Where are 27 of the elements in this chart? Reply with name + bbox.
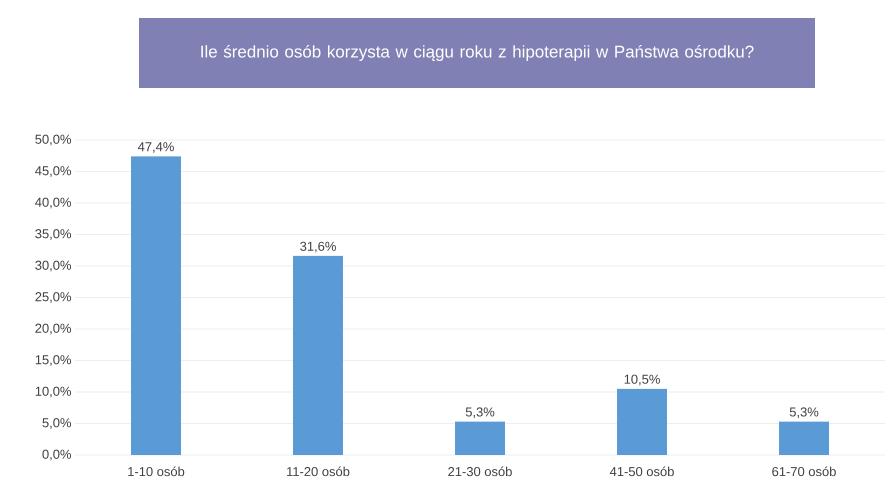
y-tick-label: 50,0% (35, 134, 72, 146)
y-tick-label: 20,0% (35, 324, 72, 334)
data-label: 10,5% (624, 374, 660, 386)
y-tick-label: 35,0% (35, 229, 72, 240)
bar (293, 256, 344, 455)
data-label: 5,3% (790, 407, 818, 418)
y-tick-label: 5,0% (42, 418, 72, 429)
bar (131, 156, 181, 455)
y-tick-label: 30,0% (35, 260, 72, 272)
x-tick-label: 41-50 osób (610, 466, 674, 476)
x-tick-label: 61-70 osób (772, 466, 836, 476)
bar (617, 388, 668, 455)
data-label: 47,4% (138, 142, 174, 153)
y-tick-label: 45,0% (35, 166, 72, 177)
data-label: 31,6% (300, 242, 336, 252)
y-tick-label: 0,0% (42, 450, 72, 460)
bar (779, 422, 830, 455)
x-tick-label: 1-10 osób (128, 466, 184, 476)
y-tick-label: 25,0% (35, 292, 72, 303)
y-tick-label: 10,0% (36, 386, 72, 398)
x-tick-label: 11-20 osób (287, 466, 350, 476)
x-tick-label: 21-30 osób (448, 466, 512, 476)
y-tick-label: 40,0% (35, 198, 72, 208)
chart-title: Ile średnio osób korzysta w ciągu roku z hipoterapii w Państwa ośrodku? (201, 44, 754, 61)
bar (455, 422, 506, 455)
y-tick-label: 15,0% (36, 355, 72, 366)
data-label: 5,3% (466, 407, 494, 418)
